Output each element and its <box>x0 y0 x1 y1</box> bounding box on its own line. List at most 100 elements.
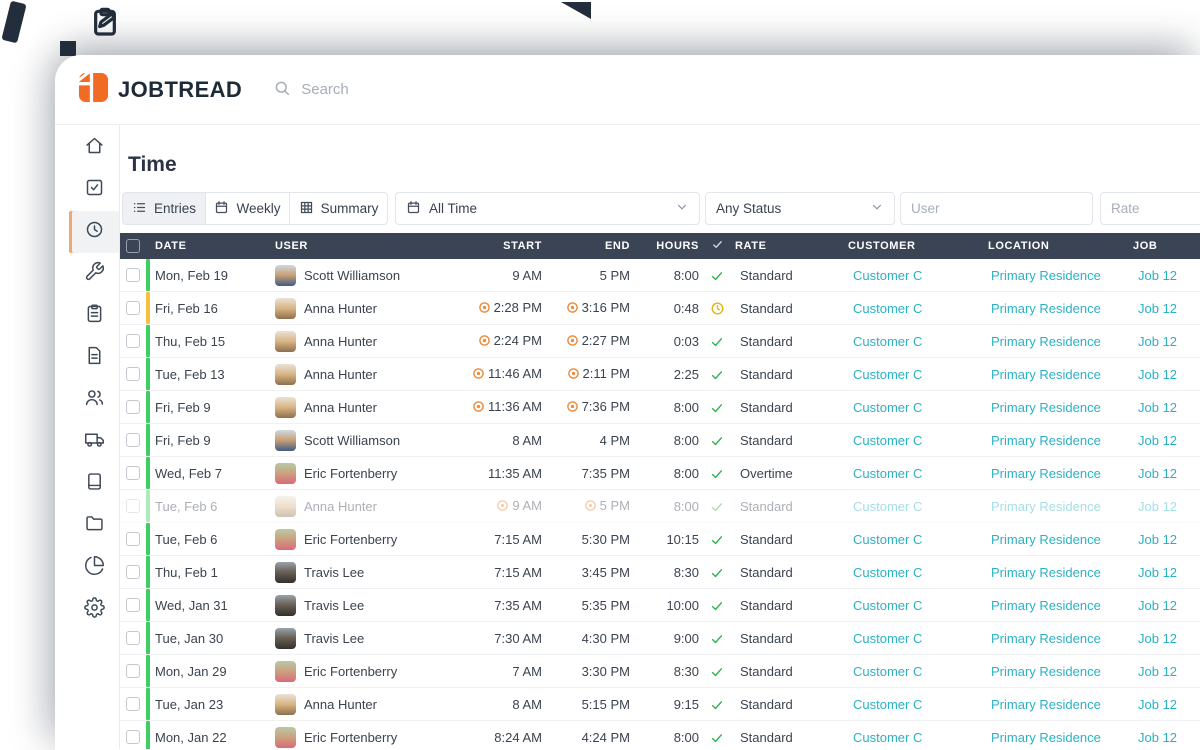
table-row[interactable]: Mon, Jan 29 Eric Fortenberry 7 AM 3:30 P… <box>120 655 1200 688</box>
customer-link[interactable]: Customer C <box>853 498 923 514</box>
customer-link[interactable]: Customer C <box>853 663 923 679</box>
table-row[interactable]: Tue, Feb 13 Anna Hunter 11:46 AM 2:11 PM… <box>120 358 1200 391</box>
sidebar-item-tasks[interactable] <box>69 169 119 211</box>
job-link[interactable]: Job 12 <box>1138 333 1178 349</box>
customer-link[interactable]: Customer C <box>853 399 923 415</box>
job-link[interactable]: Job 12 <box>1138 729 1178 745</box>
customer-link[interactable]: Customer C <box>853 630 923 646</box>
job-link[interactable]: Job 12 <box>1138 300 1178 316</box>
row-checkbox[interactable] <box>126 400 140 414</box>
row-checkbox[interactable] <box>126 499 140 513</box>
location-link[interactable]: Primary Residence <box>991 630 1101 646</box>
location-link[interactable]: Primary Residence <box>991 465 1101 481</box>
table-row[interactable]: Tue, Feb 6 Eric Fortenberry 7:15 AM 5:30… <box>120 523 1200 556</box>
entry-user[interactable]: Eric Fortenberry <box>260 726 450 748</box>
location-link[interactable]: Primary Residence <box>991 267 1101 283</box>
jobtread-logo[interactable]: JOBTREAD <box>72 69 242 108</box>
customer-link[interactable]: Customer C <box>853 267 923 283</box>
col-user[interactable]: USER <box>275 240 308 252</box>
col-hours[interactable]: HOURS <box>656 240 699 252</box>
table-row[interactable]: Tue, Jan 23 Anna Hunter 8 AM 5:15 PM 9:1… <box>120 688 1200 721</box>
job-link[interactable]: Job 12 <box>1138 267 1178 283</box>
rate-filter-input[interactable]: Rate <box>1100 192 1200 225</box>
tab-summary[interactable]: Summary <box>289 192 388 225</box>
table-row[interactable]: Wed, Feb 7 Eric Fortenberry 11:35 AM 7:3… <box>120 457 1200 490</box>
table-row[interactable]: Wed, Jan 31 Travis Lee 7:35 AM 5:35 PM 1… <box>120 589 1200 622</box>
sidebar-item-files[interactable] <box>69 505 119 547</box>
location-link[interactable]: Primary Residence <box>991 498 1101 514</box>
row-checkbox[interactable] <box>126 301 140 315</box>
row-checkbox[interactable] <box>126 631 140 645</box>
customer-link[interactable]: Customer C <box>853 531 923 547</box>
date-range-select[interactable]: All Time <box>395 192 700 225</box>
sidebar-item-home[interactable] <box>69 127 119 169</box>
job-link[interactable]: Job 12 <box>1138 498 1178 514</box>
location-link[interactable]: Primary Residence <box>991 432 1101 448</box>
sidebar-item-reports[interactable] <box>69 547 119 589</box>
location-link[interactable]: Primary Residence <box>991 366 1101 382</box>
row-checkbox[interactable] <box>126 532 140 546</box>
entry-user[interactable]: Travis Lee <box>260 594 450 616</box>
location-link[interactable]: Primary Residence <box>991 729 1101 745</box>
entry-user[interactable]: Travis Lee <box>260 561 450 583</box>
customer-link[interactable]: Customer C <box>853 597 923 613</box>
job-link[interactable]: Job 12 <box>1138 663 1178 679</box>
customer-link[interactable]: Customer C <box>853 432 923 448</box>
job-link[interactable]: Job 12 <box>1138 465 1178 481</box>
job-link[interactable]: Job 12 <box>1138 564 1178 580</box>
location-link[interactable]: Primary Residence <box>991 333 1101 349</box>
search-input[interactable]: Search <box>273 79 349 101</box>
job-link[interactable]: Job 12 <box>1138 696 1178 712</box>
table-row[interactable]: Fri, Feb 16 Anna Hunter 2:28 PM 3:16 PM … <box>120 292 1200 325</box>
entry-user[interactable]: Eric Fortenberry <box>260 462 450 484</box>
entry-user[interactable]: Eric Fortenberry <box>260 660 450 682</box>
location-link[interactable]: Primary Residence <box>991 564 1101 580</box>
location-link[interactable]: Primary Residence <box>991 300 1101 316</box>
row-checkbox[interactable] <box>126 433 140 447</box>
job-link[interactable]: Job 12 <box>1138 399 1178 415</box>
table-row[interactable]: Thu, Feb 1 Travis Lee 7:15 AM 3:45 PM 8:… <box>120 556 1200 589</box>
customer-link[interactable]: Customer C <box>853 465 923 481</box>
customer-link[interactable]: Customer C <box>853 300 923 316</box>
row-checkbox[interactable] <box>126 268 140 282</box>
entry-user[interactable]: Anna Hunter <box>260 363 450 385</box>
row-checkbox[interactable] <box>126 367 140 381</box>
table-row[interactable]: Fri, Feb 9 Anna Hunter 11:36 AM 7:36 PM … <box>120 391 1200 424</box>
entry-user[interactable]: Scott Williamson <box>260 264 450 286</box>
sidebar-item-tools[interactable] <box>69 253 119 295</box>
job-link[interactable]: Job 12 <box>1138 597 1178 613</box>
sidebar-item-time[interactable] <box>69 211 119 253</box>
tab-weekly[interactable]: Weekly <box>205 192 290 225</box>
entry-user[interactable]: Eric Fortenberry <box>260 528 450 550</box>
entry-user[interactable]: Anna Hunter <box>260 330 450 352</box>
col-status-check-icon[interactable] <box>702 239 732 253</box>
job-link[interactable]: Job 12 <box>1138 531 1178 547</box>
col-rate[interactable]: RATE <box>735 240 767 252</box>
entry-user[interactable]: Scott Williamson <box>260 429 450 451</box>
job-link[interactable]: Job 12 <box>1138 432 1178 448</box>
sidebar-item-settings[interactable] <box>69 589 119 631</box>
table-row[interactable]: Mon, Feb 19 Scott Williamson 9 AM 5 PM 8… <box>120 259 1200 292</box>
col-job[interactable]: JOB <box>1133 240 1158 252</box>
status-select[interactable]: Any Status <box>705 192 895 225</box>
customer-link[interactable]: Customer C <box>853 333 923 349</box>
location-link[interactable]: Primary Residence <box>991 531 1101 547</box>
col-start[interactable]: START <box>503 240 542 252</box>
row-checkbox[interactable] <box>126 598 140 612</box>
customer-link[interactable]: Customer C <box>853 366 923 382</box>
table-row[interactable]: Thu, Feb 15 Anna Hunter 2:24 PM 2:27 PM … <box>120 325 1200 358</box>
table-row[interactable]: Mon, Jan 22 Eric Fortenberry 8:24 AM 4:2… <box>120 721 1200 749</box>
tab-entries[interactable]: Entries <box>122 192 206 225</box>
col-end[interactable]: END <box>604 240 630 252</box>
row-checkbox[interactable] <box>126 664 140 678</box>
row-checkbox[interactable] <box>126 565 140 579</box>
entry-user[interactable]: Anna Hunter <box>260 297 450 319</box>
customer-link[interactable]: Customer C <box>853 696 923 712</box>
col-customer[interactable]: CUSTOMER <box>848 240 916 252</box>
location-link[interactable]: Primary Residence <box>991 696 1101 712</box>
customer-link[interactable]: Customer C <box>853 729 923 745</box>
sidebar-item-people[interactable] <box>69 379 119 421</box>
select-all-checkbox[interactable] <box>126 239 140 253</box>
job-link[interactable]: Job 12 <box>1138 630 1178 646</box>
entry-user[interactable]: Anna Hunter <box>260 693 450 715</box>
